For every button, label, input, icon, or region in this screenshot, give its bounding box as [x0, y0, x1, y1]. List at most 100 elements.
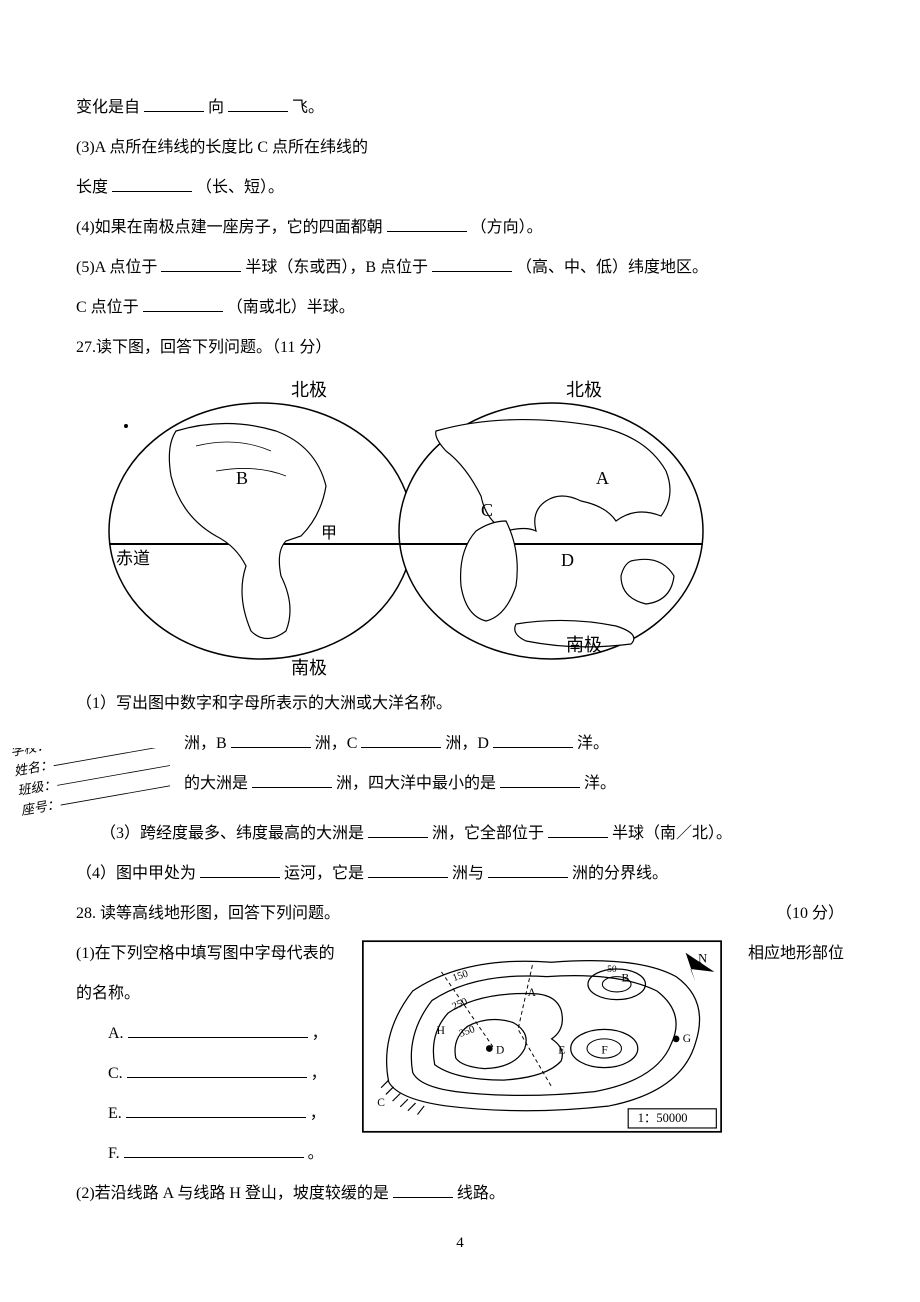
line-8: （1）写出图中数字和字母所表示的大洲或大洋名称。: [76, 684, 844, 724]
line-17: C. ，: [76, 1054, 336, 1094]
blank: [144, 96, 204, 112]
contour-scale: 1：50000: [638, 1111, 688, 1125]
line-13: 28. 读等高线地形图，回答下列问题。 （10 分）: [76, 894, 844, 934]
text: E.: [108, 1105, 122, 1122]
line-15: 的名称。: [76, 974, 336, 1014]
blank: [228, 96, 288, 112]
line-19: F. 。: [76, 1134, 336, 1174]
text: （长、短）。: [196, 179, 284, 196]
contour-label-B: B: [621, 972, 629, 984]
blank: [361, 732, 441, 748]
blank: [127, 1062, 307, 1078]
text: 飞。: [292, 99, 324, 116]
line-14: (1)在下列空格中填写图中字母代表的: [76, 934, 336, 974]
text: 洲，它全部位于: [432, 825, 544, 842]
blank: [128, 1022, 308, 1038]
text: (2)若沿线路 A 与线路 H 登山，坡度较缓的是: [76, 1185, 389, 1202]
line-5: (5)A 点位于 半球（东或西），B 点位于 （高、中、低）纬度地区。: [76, 248, 844, 288]
text: 长度: [76, 179, 108, 196]
line-18: E. ，: [76, 1094, 336, 1134]
text: (4)如果在南极点建一座房子，它的四面都朝: [76, 219, 387, 236]
text: 洋。: [577, 735, 609, 752]
line-4: (4)如果在南极点建一座房子，它的四面都朝 （方向）。: [76, 208, 844, 248]
line-1: 变化是自 向 飞。: [76, 88, 844, 128]
map-label-south-pole-2: 南极: [566, 635, 602, 655]
text: 洲的分界线。: [572, 865, 668, 882]
text: 的大洲是: [184, 775, 252, 792]
contour-label-D: D: [496, 1044, 504, 1056]
text: (1)在下列空格中填写图中字母代表的: [76, 945, 335, 962]
blank: [393, 1182, 453, 1198]
text: 27.读下图，回答下列问题。（11 分）: [76, 339, 331, 356]
text: 向: [208, 99, 224, 116]
text: 变化是自: [76, 99, 140, 116]
blank: [548, 822, 608, 838]
blank: [368, 862, 448, 878]
contour-label-H: H: [437, 1025, 445, 1037]
text: ，: [311, 1065, 327, 1082]
blank: [488, 862, 568, 878]
text: （10 分）: [776, 894, 844, 934]
text: （南或北）半球。: [227, 299, 355, 316]
text: （高、中、低）纬度地区。: [516, 259, 708, 276]
blank: [493, 732, 573, 748]
text: 的名称。: [76, 985, 140, 1002]
line-2: (3)A 点所在纬线的长度比 C 点所在纬线的: [76, 128, 844, 168]
text: F.: [108, 1145, 120, 1162]
text: C.: [108, 1065, 123, 1082]
line-14r: 相应地形部位: [748, 934, 844, 974]
blank: [500, 772, 580, 788]
map-label-north-pole: 北极: [291, 380, 327, 400]
contour-label-C: C: [377, 1097, 385, 1109]
blank: [231, 732, 311, 748]
blank: [124, 1142, 304, 1158]
text: C 点位于: [76, 299, 139, 316]
blank: [368, 822, 428, 838]
contour-label-F: F: [601, 1044, 607, 1056]
map-label-north-pole-2: 北极: [566, 380, 602, 400]
blank: [143, 296, 223, 312]
contour-label-A: A: [528, 987, 537, 999]
text: (3)A 点所在纬线的长度比 C 点所在纬线的: [76, 139, 368, 156]
blank: [126, 1102, 306, 1118]
text: ，: [310, 1105, 326, 1122]
line-12: （4）图中甲处为 运河，它是 洲与 洲的分界线。: [76, 854, 844, 894]
line-6: C 点位于 （南或北）半球。: [76, 288, 844, 328]
map-label-equator: 赤道: [116, 549, 150, 568]
map-label-C: C: [481, 500, 493, 520]
page-number: 4: [0, 1225, 920, 1263]
text: 洲，D: [445, 735, 489, 752]
text: 相应地形部位: [748, 945, 844, 962]
line-20: (2)若沿线路 A 与线路 H 登山，坡度较缓的是 线路。: [76, 1174, 844, 1214]
map-label-D: D: [561, 550, 574, 570]
line-10: 的大洲是 洲，四大洋中最小的是 洋。: [76, 764, 844, 804]
text: 线路。: [457, 1185, 505, 1202]
text: 洲，B: [184, 735, 227, 752]
text: 运河，它是: [284, 865, 364, 882]
contour-label-50: 50: [607, 964, 617, 975]
map-label-jia: 甲: [321, 525, 337, 542]
contour-label-E: E: [558, 1044, 565, 1056]
line-16: A. ，: [76, 1014, 336, 1054]
blank: [112, 176, 192, 192]
map-label-B: B: [236, 468, 248, 488]
text: 洋。: [584, 775, 616, 792]
blank: [432, 256, 512, 272]
text: A.: [108, 1025, 124, 1042]
text: 半球（东或西），B 点位于: [245, 259, 428, 276]
line-9: 洲，B 洲，C 洲，D 洋。: [76, 724, 844, 764]
text: （4）图中甲处为: [76, 865, 196, 882]
contour-label-G: G: [683, 1033, 691, 1045]
text: 28. 读等高线地形图，回答下列问题。: [76, 894, 340, 934]
world-map-diagram: 北极 北极 南极 南极 赤道 B 甲 A C D: [86, 376, 706, 676]
binding-name: 姓名：: [13, 757, 54, 779]
text: ，: [312, 1025, 328, 1042]
map-label-A: A: [596, 468, 609, 488]
blank: [387, 216, 467, 232]
binding-class: 班级：: [16, 777, 57, 799]
text: 。: [308, 1145, 324, 1162]
text: (5)A 点位于: [76, 259, 157, 276]
contour-map-diagram: A B C D E F G H N 50 150 250 350 1：50000: [360, 934, 724, 1139]
binding-margin: 学校： 姓名： 班级： 座号：: [10, 748, 170, 838]
blank: [200, 862, 280, 878]
